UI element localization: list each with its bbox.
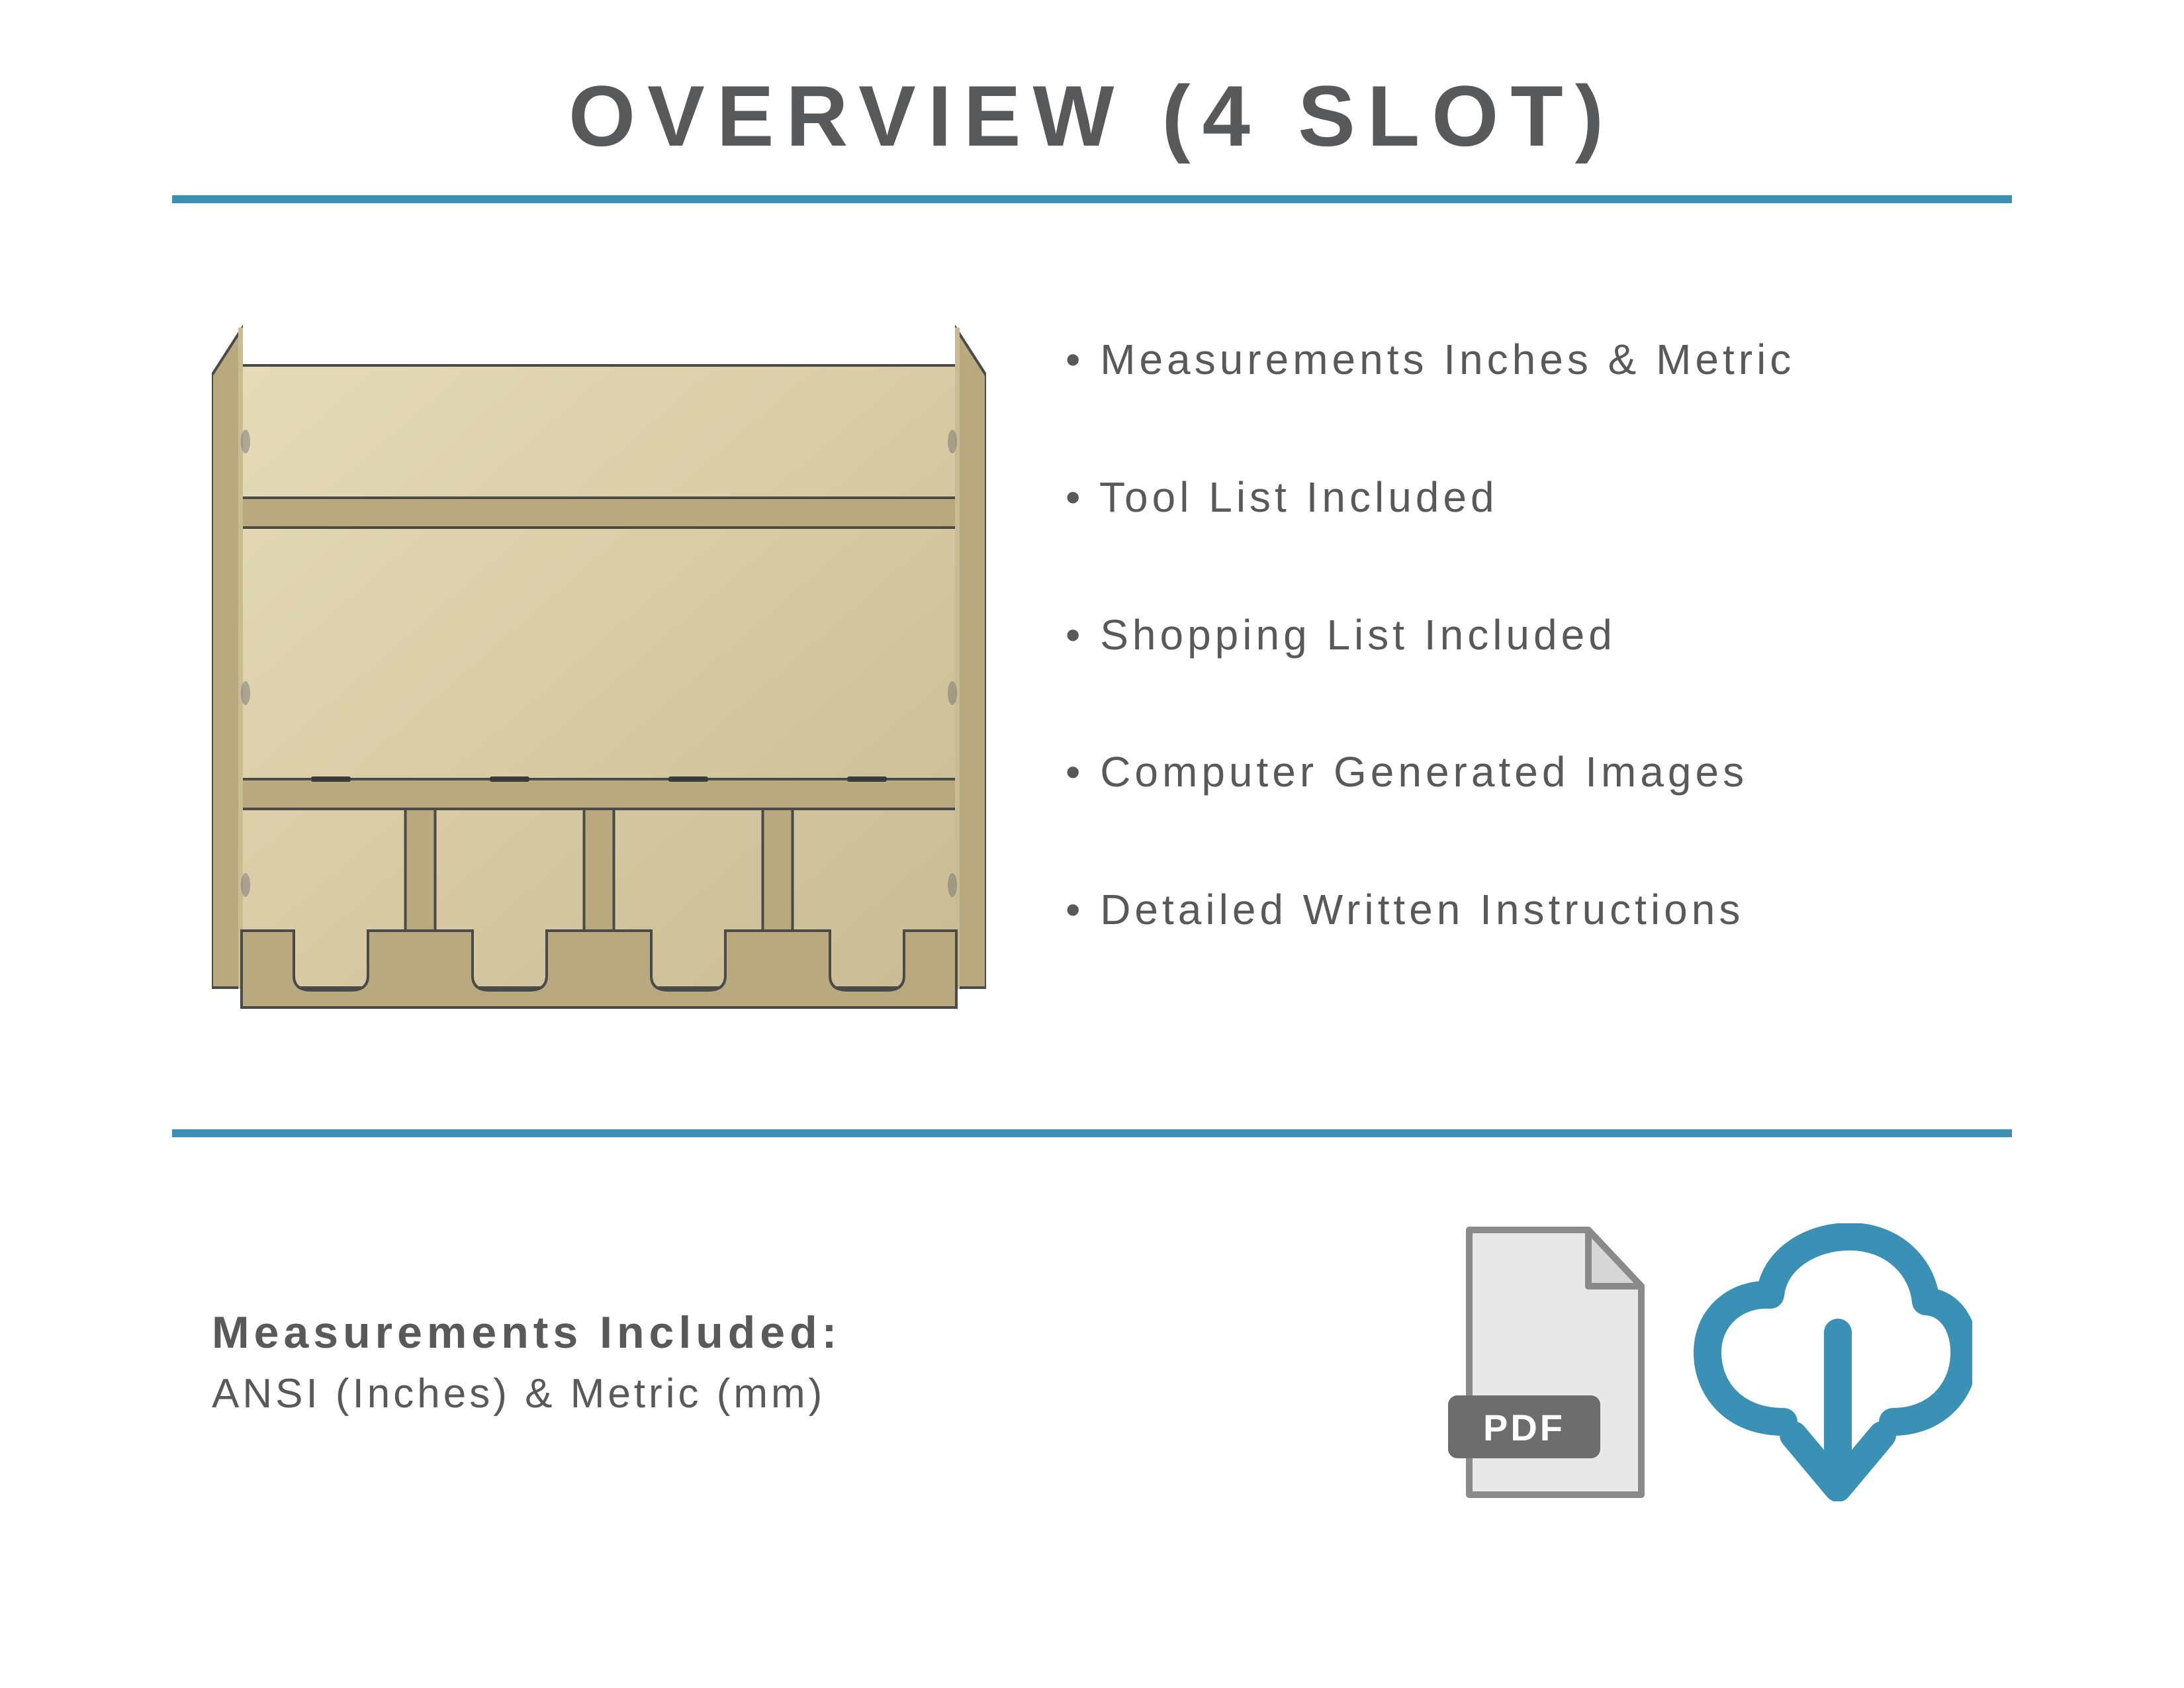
feature-item: • Computer Generated Images (1066, 741, 1972, 803)
measurements-block: Measurements Included: ANSI (Inches) & M… (212, 1307, 841, 1417)
shelf-svg (212, 322, 986, 1011)
product-illustration (212, 322, 986, 1014)
svg-text:PDF: PDF (1483, 1407, 1565, 1448)
cloud-download-icon (1688, 1223, 1972, 1501)
divider-bottom (172, 1129, 2012, 1137)
feature-item: • Shopping List Included (1066, 604, 1972, 666)
main-row: • Measurements Inches & Metric • Tool Lis… (172, 203, 2012, 1129)
feature-item: • Measurements Inches & Metric (1066, 329, 1972, 391)
bottom-row: Measurements Included: ANSI (Inches) & M… (172, 1137, 2012, 1501)
measurements-heading: Measurements Included: (212, 1307, 841, 1358)
feature-item: • Tool List Included (1066, 467, 1972, 528)
page-title: OVERVIEW (4 SLOT) (172, 66, 2012, 165)
measurements-detail: ANSI (Inches) & Metric (mm) (212, 1370, 841, 1417)
download-icons: PDF (1443, 1223, 1972, 1501)
feature-list: • Measurements Inches & Metric • Tool Lis… (1066, 322, 1972, 1017)
divider-top (172, 195, 2012, 203)
pdf-file-icon: PDF (1443, 1223, 1648, 1501)
feature-item: • Detailed Written Instructions (1066, 879, 1972, 941)
page: OVERVIEW (4 SLOT) • Measurements Inches … (172, 66, 2012, 1501)
